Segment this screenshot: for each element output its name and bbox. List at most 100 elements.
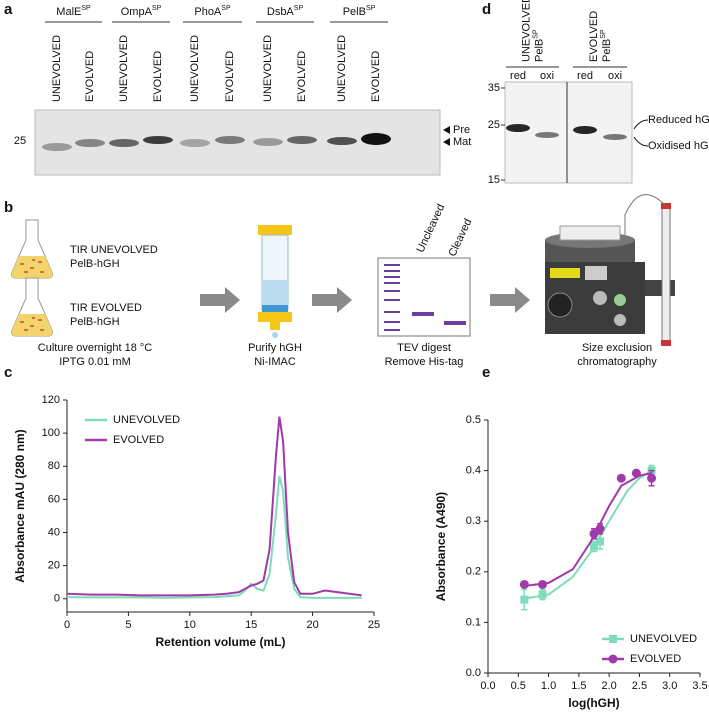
- flask-label: TIR EVOLVED: [70, 302, 142, 314]
- path-shape: [384, 264, 400, 331]
- step-label: Ni-IMAC: [254, 356, 296, 368]
- band: [287, 136, 317, 144]
- x-tick-label: 0.5: [511, 680, 526, 692]
- legend-label: EVOLVED: [113, 434, 164, 446]
- path-shape: [200, 287, 240, 313]
- lane-label: EVOLVED: [152, 51, 164, 102]
- instrument: [545, 194, 675, 346]
- band: [573, 126, 597, 134]
- construct-label-main: MalE: [56, 6, 81, 18]
- circle-shape: [614, 294, 626, 306]
- flask-label: TIR UNEVOLVED: [70, 244, 158, 256]
- construct-label: PhoASP: [194, 5, 231, 18]
- y-tick-label: 0.2: [466, 566, 481, 578]
- band: [42, 143, 72, 151]
- band-label: Pre: [453, 124, 470, 136]
- group-label: UNEVOLVED: [520, 0, 532, 62]
- lane-label: EVOLVED: [84, 51, 96, 102]
- rect-shape: [270, 322, 280, 330]
- lane-label: EVOLVED: [296, 51, 308, 102]
- step-label: Purify hGH: [248, 342, 302, 354]
- band-label: Reduced hGH: [648, 114, 709, 126]
- rect-shape: [661, 204, 671, 346]
- arrowhead: [443, 126, 450, 134]
- panel-label: c: [4, 364, 12, 381]
- construct-label: MalESP: [56, 5, 91, 18]
- x-tick-label: 2.0: [601, 680, 616, 692]
- gel-label: Uncleaved: [414, 202, 447, 254]
- step-label: TEV digest: [397, 342, 451, 354]
- step-label: Remove His-tag: [385, 356, 464, 368]
- construct-label-sup: SP: [366, 5, 376, 12]
- y-tick-label: 20: [48, 560, 60, 572]
- legend-marker: [608, 654, 618, 664]
- arrow: [633, 119, 649, 130]
- construct-label-main: DsbA: [267, 6, 295, 18]
- mw-marker: 25: [488, 119, 500, 131]
- path-shape: [624, 194, 666, 240]
- band: [109, 139, 139, 147]
- y-tick-label: 0.1: [466, 616, 481, 628]
- construct-label-sup: SP: [294, 5, 304, 12]
- fit-line: [524, 472, 652, 587]
- point: [590, 542, 598, 551]
- point: [596, 537, 605, 546]
- panel-label: b: [4, 199, 13, 216]
- flask: [11, 277, 53, 337]
- band: [361, 133, 391, 145]
- flask: [11, 219, 53, 279]
- x-tick-label: 1.0: [541, 680, 556, 692]
- lane-label: oxi: [540, 70, 554, 82]
- y-tick-label: 0: [54, 593, 60, 605]
- legend-label: EVOLVED: [630, 653, 681, 665]
- rect-shape: [550, 268, 580, 278]
- lane-label: EVOLVED: [370, 51, 382, 102]
- lane-label: EVOLVED: [224, 51, 236, 102]
- construct-label-sup: SP: [81, 5, 91, 12]
- x-tick-label: 10: [184, 619, 196, 631]
- panel-label: a: [4, 1, 13, 18]
- legend-marker: [609, 635, 617, 643]
- group-construct-main: PelB: [533, 39, 545, 62]
- x-axis-label: Retention volume (mL): [155, 635, 285, 649]
- blot: [504, 81, 633, 184]
- construct-label: OmpASP: [121, 5, 162, 18]
- construct-label: PelBSP: [343, 5, 376, 18]
- lane-label: red: [577, 70, 593, 82]
- x-tick-label: 3.5: [692, 680, 707, 692]
- rect-shape: [258, 225, 292, 235]
- lane-label: UNEVOLVED: [189, 35, 201, 102]
- legend-label: UNEVOLVED: [113, 414, 180, 426]
- point: [589, 529, 599, 539]
- circle-shape: [272, 332, 278, 338]
- band: [535, 132, 559, 138]
- x-tick-label: 5: [125, 619, 131, 631]
- point: [647, 473, 657, 483]
- y-tick-label: 60: [48, 493, 60, 505]
- group-construct-sup: SP: [600, 29, 607, 39]
- rect-shape: [262, 280, 288, 305]
- rect-shape: [412, 312, 434, 316]
- lane-label: oxi: [608, 70, 622, 82]
- x-tick-label: 0: [64, 619, 70, 631]
- point: [519, 579, 529, 589]
- band: [327, 137, 357, 145]
- band-label: Mat: [453, 136, 471, 148]
- circle-shape: [593, 291, 607, 305]
- flask-label: PelB-hGH: [70, 316, 120, 328]
- x-tick-label: 25: [368, 619, 380, 631]
- lane-label: red: [510, 70, 526, 82]
- path-shape: [20, 259, 44, 273]
- construct-label-sup: SP: [221, 5, 231, 12]
- y-tick-label: 40: [48, 526, 60, 538]
- band: [506, 124, 530, 132]
- band: [603, 134, 627, 140]
- point: [631, 468, 641, 478]
- legend-label: UNEVOLVED: [630, 633, 697, 645]
- lane-label: UNEVOLVED: [51, 35, 63, 102]
- mw-marker: 15: [488, 174, 500, 186]
- x-tick-label: 15: [245, 619, 257, 631]
- group-construct-sup: SP: [533, 29, 540, 39]
- x-tick-label: 20: [306, 619, 318, 631]
